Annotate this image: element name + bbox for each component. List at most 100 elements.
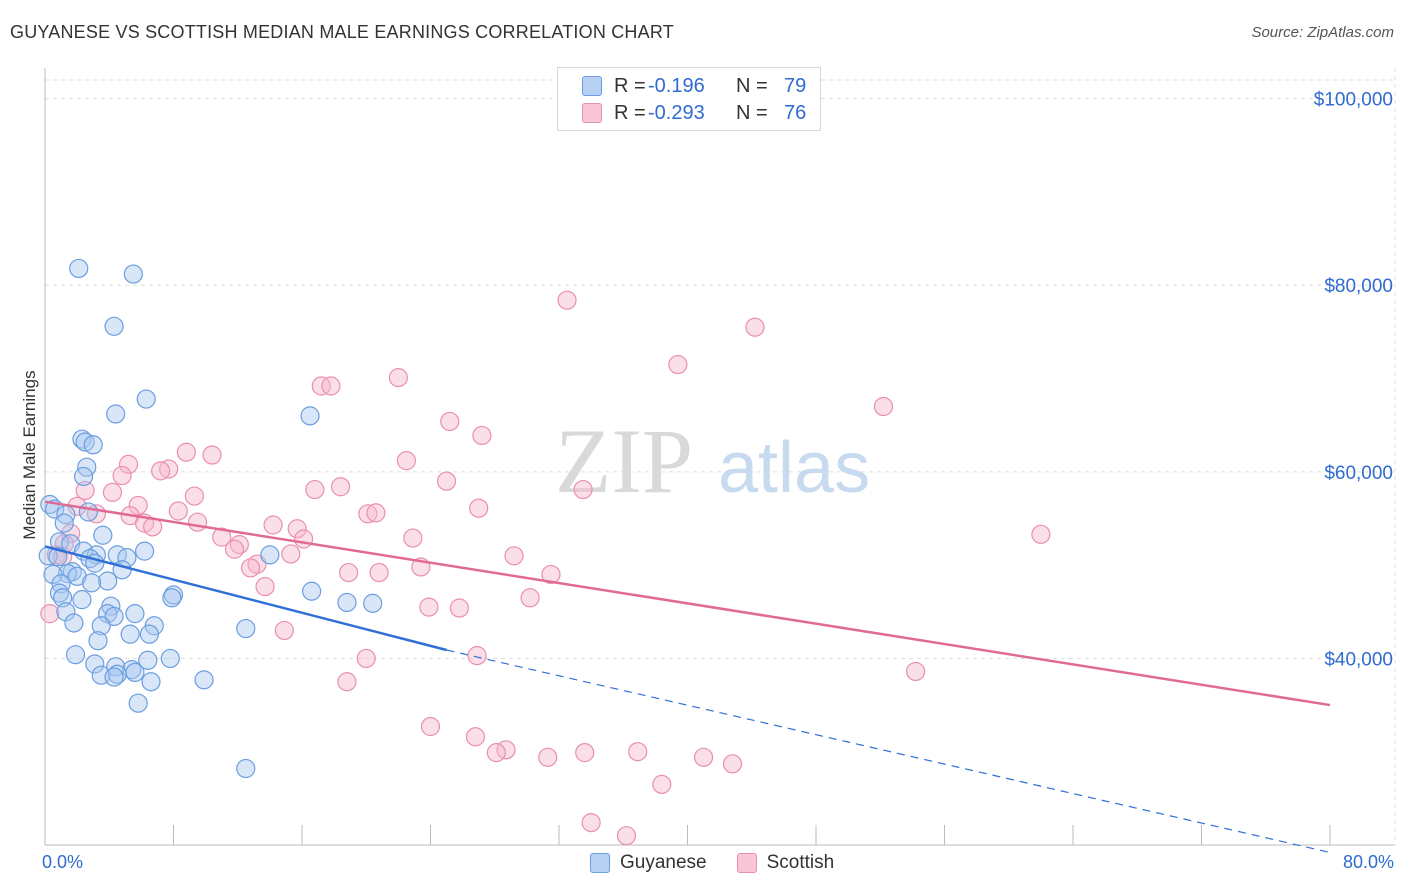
scottish-point: [581, 813, 601, 833]
guyanese-point: [260, 545, 280, 565]
guyanese-point: [64, 613, 84, 633]
axes: [44, 68, 1395, 846]
y-tick-label: $100,000: [1314, 90, 1393, 111]
scottish-point: [722, 754, 743, 774]
y-tick-label: $60,000: [1324, 463, 1393, 484]
scottish-point: [187, 512, 208, 532]
guyanese-point: [98, 571, 118, 591]
watermark: ZIP atlas: [555, 410, 870, 512]
guyanese-point: [236, 758, 256, 779]
source-credit: Source: ZipAtlas.com: [1251, 24, 1394, 41]
scottish-point: [541, 564, 561, 585]
chart-title: GUYANESE VS SCOTTISH MEDIAN MALE EARNING…: [10, 22, 674, 42]
guyanese-point: [72, 429, 92, 449]
scottish-point: [159, 459, 179, 479]
scottish-point: [75, 480, 95, 501]
scottish-point: [520, 588, 540, 608]
scottish-point: [287, 519, 307, 539]
scottish-point: [1031, 524, 1051, 544]
legend-label: Guyanese: [620, 852, 707, 873]
scottish-swatch: [736, 853, 757, 873]
guyanese-point: [72, 590, 92, 610]
guyanese-point: [106, 657, 126, 677]
scottish-point: [224, 539, 245, 559]
scottish-point: [449, 598, 470, 618]
scottish-point: [693, 747, 714, 767]
watermark-zip: ZIP: [555, 410, 693, 512]
scottish-point: [486, 743, 506, 763]
guyanese-point: [160, 648, 180, 669]
y-tick-label: $40,000: [1324, 649, 1393, 670]
trend-lines: [44, 500, 1331, 854]
n-value: 76: [784, 101, 807, 124]
guyanese-point: [91, 616, 111, 636]
r-label: R =: [614, 101, 646, 124]
scottish-point: [504, 546, 524, 566]
scottish-point: [652, 774, 672, 794]
scottish-point: [628, 742, 648, 762]
guyanese-point: [136, 389, 156, 409]
legend-label: Scottish: [766, 852, 835, 873]
scottish-point: [616, 826, 637, 846]
guyanese-point: [194, 670, 214, 690]
scottish-point: [330, 477, 351, 497]
guyanese-point: [106, 404, 126, 424]
guyanese-point: [122, 660, 142, 680]
scottish-point: [436, 471, 457, 491]
legend-row-guyanese: R = -0.196 N = 79: [558, 73, 806, 99]
scottish-point: [311, 376, 331, 396]
guyanese-point: [123, 264, 143, 284]
guyanese-point: [139, 624, 160, 644]
scottish-point: [469, 498, 489, 518]
guyanese-point: [300, 406, 320, 426]
guyanese-trend-line: [44, 545, 447, 652]
watermark-atlas: atlas: [718, 428, 870, 508]
series-legend: Guyanese Scottish: [590, 852, 864, 874]
scottish-point: [337, 672, 357, 692]
guyanese-point: [73, 466, 94, 487]
scottish-point: [305, 479, 325, 500]
guyanese-point: [125, 604, 145, 624]
scottish-point: [465, 727, 486, 747]
guyanese-point: [162, 588, 182, 608]
scottish-point: [366, 503, 386, 523]
guyanese-point: [138, 650, 158, 670]
guyanese-point: [65, 645, 86, 665]
correlation-legend: R = -0.196 N = 79 R = -0.293 N = 76: [557, 67, 821, 131]
scottish-point: [905, 661, 926, 682]
x-tick-max: 80.0%: [1342, 852, 1394, 872]
legend-row-scottish: R = -0.293 N = 76: [558, 100, 806, 126]
guyanese-point: [56, 602, 76, 622]
guyanese-point: [107, 664, 127, 684]
guyanese-point: [85, 654, 105, 674]
scottish-point: [557, 290, 577, 310]
guyanese-point: [104, 316, 124, 336]
scottish-point: [358, 504, 378, 524]
legend-item-guyanese[interactable]: Guyanese: [590, 852, 707, 874]
guyanese-point: [134, 541, 155, 561]
scottish-point: [338, 562, 359, 583]
n-label: N =: [736, 74, 768, 97]
scottish-point: [176, 442, 196, 462]
scottish-trend-line: [44, 500, 1331, 707]
legend-item-scottish[interactable]: Scottish: [736, 852, 835, 874]
scottish-swatch: [582, 103, 602, 123]
guyanese-points: [38, 258, 383, 779]
guyanese-point: [363, 593, 383, 613]
guyanese-point: [83, 435, 103, 455]
y-tick-label: $80,000: [1324, 276, 1393, 297]
guyanese-point: [104, 667, 124, 687]
n-value: 79: [784, 74, 807, 97]
y-tick-labels: $40,000 $60,000 $80,000 $100,000: [1314, 90, 1393, 671]
scottish-point: [274, 620, 294, 641]
guyanese-point: [120, 624, 140, 644]
scottish-point: [263, 515, 283, 535]
guyanese-point: [78, 502, 98, 522]
scottish-point: [388, 368, 408, 388]
scottish-point: [151, 461, 171, 481]
scottish-point: [668, 354, 688, 375]
guyanese-swatch: [582, 76, 602, 96]
scottish-point: [40, 604, 60, 624]
scottish-point: [128, 495, 148, 516]
scottish-point: [472, 425, 492, 446]
